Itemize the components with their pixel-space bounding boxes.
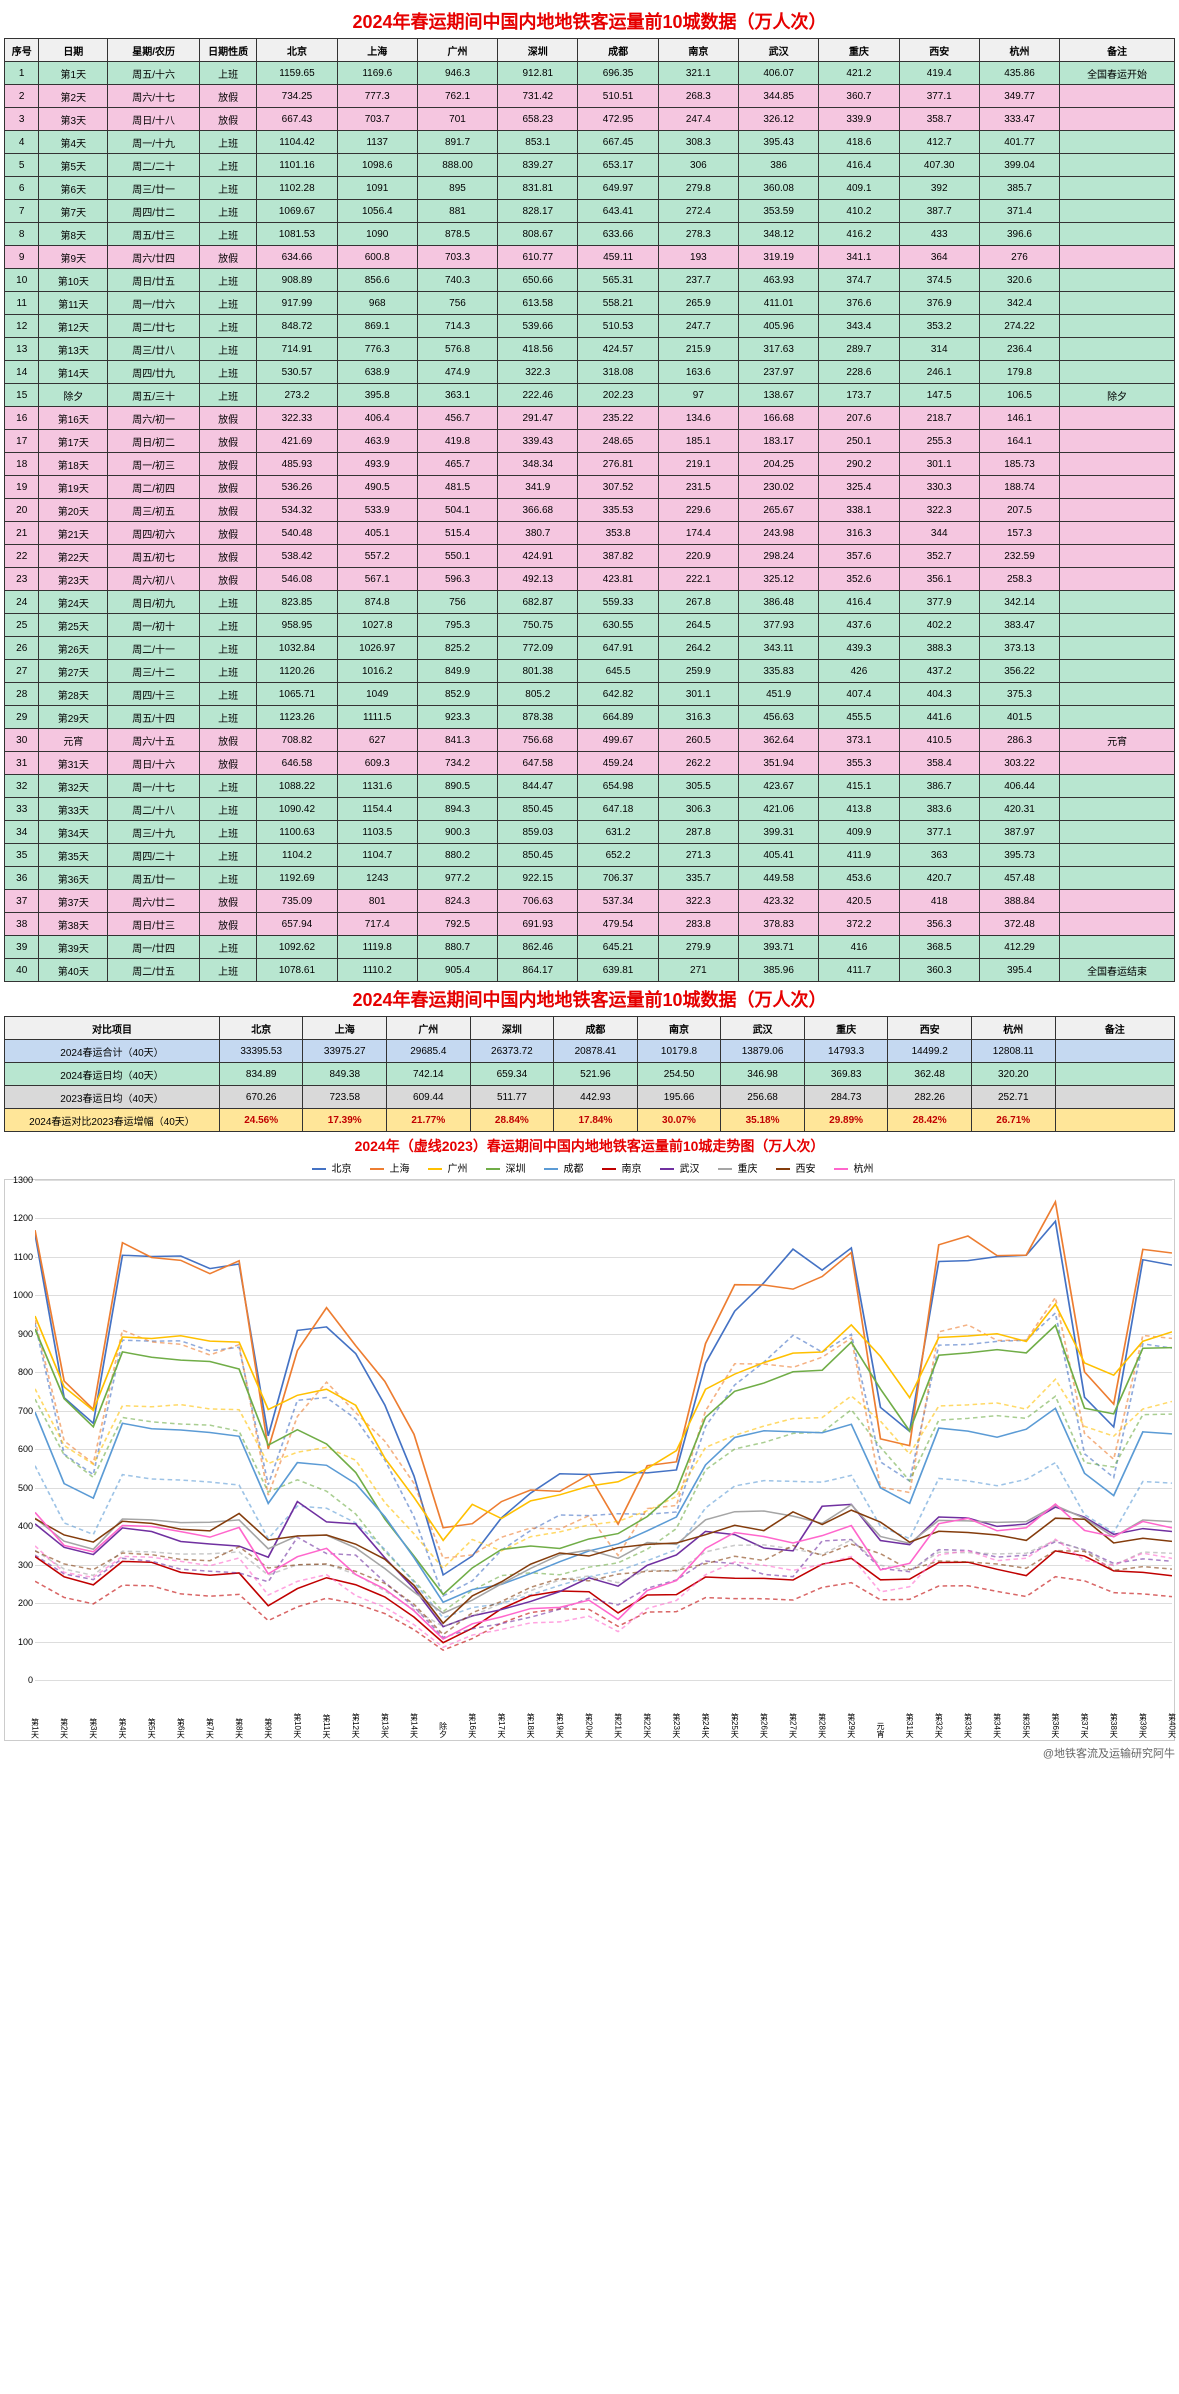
table-row: 13第13天周三/廿八上班714.91776.3576.8418.56424.5…: [5, 338, 1175, 361]
table-row: 17第17天周日/初二放假421.69463.9419.8339.43248.6…: [5, 430, 1175, 453]
col-header: 序号: [5, 39, 39, 62]
table-row: 2第2天周六/十七放假734.25777.3762.1731.42510.512…: [5, 85, 1175, 108]
col-header: 武汉: [739, 39, 819, 62]
table-row: 1第1天周五/十六上班1159.651169.6946.3912.81696.3…: [5, 62, 1175, 85]
col-header: 日期性质: [199, 39, 256, 62]
table-row: 19第19天周二/初四放假536.26490.5481.5341.9307.52…: [5, 476, 1175, 499]
table-row: 25第25天周一/初十上班958.951027.8795.3750.75630.…: [5, 614, 1175, 637]
summary-row: 2024春运合计（40天）33395.5333975.2729685.42637…: [5, 1040, 1175, 1063]
table-row: 8第8天周五/廿三上班1081.531090878.5808.67633.662…: [5, 223, 1175, 246]
table-row: 9第9天周六/廿四放假634.66600.8703.3610.77459.111…: [5, 246, 1175, 269]
table-row: 20第20天周三/初五放假534.32533.9504.1366.68335.5…: [5, 499, 1175, 522]
footer-credit: @地铁客流及运输研究阿牛: [4, 1745, 1175, 1761]
table-row: 14第14天周四/廿九上班530.57638.9474.9322.3318.08…: [5, 361, 1175, 384]
table-row: 40第40天周二/廿五上班1078.611110.2905.4864.17639…: [5, 959, 1175, 982]
table-row: 35第35天周四/二十上班1104.21104.7880.2850.45652.…: [5, 844, 1175, 867]
table-row: 22第22天周五/初七放假538.42557.2550.1424.91387.8…: [5, 545, 1175, 568]
table-row: 37第37天周六/廿二放假735.09801824.3706.63537.343…: [5, 890, 1175, 913]
table-row: 26第26天周二/十一上班1032.841026.97825.2772.0964…: [5, 637, 1175, 660]
table-row: 15除夕周五/三十上班273.2395.8363.1222.46202.2397…: [5, 384, 1175, 407]
col-header: 南京: [658, 39, 738, 62]
table-row: 24第24天周日/初九上班823.85874.8756682.87559.332…: [5, 591, 1175, 614]
table-row: 5第5天周二/二十上班1101.161098.6888.00839.27653.…: [5, 154, 1175, 177]
table-row: 11第11天周一/廿六上班917.99968756613.58558.21265…: [5, 292, 1175, 315]
summary-table: 对比项目北京上海广州深圳成都南京武汉重庆西安杭州备注 2024春运合计（40天）…: [4, 1016, 1175, 1132]
summary-title: 2024年春运期间中国内地地铁客运量前10城数据（万人次）: [4, 986, 1175, 1012]
summary-row: 2024春运对比2023春运增幅（40天）24.56%17.39%21.77%2…: [5, 1109, 1175, 1132]
table-row: 29第29天周五/十四上班1123.261111.5923.3878.38664…: [5, 706, 1175, 729]
col-header: 上海: [337, 39, 417, 62]
col-header: 杭州: [979, 39, 1059, 62]
chart-legend: 北京上海广州深圳成都南京武汉重庆西安杭州: [4, 1160, 1175, 1175]
col-header: 深圳: [498, 39, 578, 62]
col-header: 星期/农历: [108, 39, 200, 62]
summary-row: 2023春运日均（40天）670.26723.58609.44511.77442…: [5, 1086, 1175, 1109]
col-header: 广州: [417, 39, 497, 62]
table-row: 32第32天周一/十七上班1088.221131.6890.5844.47654…: [5, 775, 1175, 798]
col-header: 日期: [39, 39, 108, 62]
table-row: 16第16天周六/初一放假322.33406.4456.7291.47235.2…: [5, 407, 1175, 430]
line-chart: 0100200300400500600700800900100011001200…: [4, 1179, 1175, 1741]
col-header: 备注: [1060, 39, 1175, 62]
col-header: 西安: [899, 39, 979, 62]
table-row: 38第38天周日/廿三放假657.94717.4792.5691.93479.5…: [5, 913, 1175, 936]
table-row: 34第34天周三/十九上班1100.631103.5900.3859.03631…: [5, 821, 1175, 844]
table-row: 12第12天周二/廿七上班848.72869.1714.3539.66510.5…: [5, 315, 1175, 338]
table-row: 39第39天周一/廿四上班1092.621119.8880.7862.46645…: [5, 936, 1175, 959]
table-row: 30元宵周六/十五放假708.82627841.3756.68499.67260…: [5, 729, 1175, 752]
col-header: 重庆: [819, 39, 899, 62]
table-row: 23第23天周六/初八放假546.08567.1596.3492.13423.8…: [5, 568, 1175, 591]
table-row: 36第36天周五/廿一上班1192.691243977.2922.15706.3…: [5, 867, 1175, 890]
table-row: 6第6天周三/廿一上班1102.281091895831.81649.97279…: [5, 177, 1175, 200]
col-header: 成都: [578, 39, 658, 62]
summary-row: 2024春运日均（40天）834.89849.38742.14659.34521…: [5, 1063, 1175, 1086]
table-row: 21第21天周四/初六放假540.48405.1515.4380.7353.81…: [5, 522, 1175, 545]
table-row: 33第33天周二/十八上班1090.421154.4894.3850.45647…: [5, 798, 1175, 821]
table-row: 4第4天周一/十九上班1104.421137891.7853.1667.4530…: [5, 131, 1175, 154]
table-row: 31第31天周日/十六放假646.58609.3734.2647.58459.2…: [5, 752, 1175, 775]
main-title: 2024年春运期间中国内地地铁客运量前10城数据（万人次）: [4, 8, 1175, 34]
table-row: 18第18天周一/初三放假485.93493.9465.7348.34276.8…: [5, 453, 1175, 476]
chart-title: 2024年（虚线2023）春运期间中国内地地铁客运量前10城走势图（万人次）: [4, 1136, 1175, 1156]
table-row: 3第3天周日/十八放假667.43703.7701658.23472.95247…: [5, 108, 1175, 131]
col-header: 北京: [257, 39, 337, 62]
table-row: 10第10天周日/廿五上班908.89856.6740.3650.66565.3…: [5, 269, 1175, 292]
data-table: 序号日期星期/农历日期性质北京上海广州深圳成都南京武汉重庆西安杭州备注 1第1天…: [4, 38, 1175, 982]
table-row: 27第27天周三/十二上班1120.261016.2849.9801.38645…: [5, 660, 1175, 683]
table-row: 28第28天周四/十三上班1065.711049852.9805.2642.82…: [5, 683, 1175, 706]
table-row: 7第7天周四/廿二上班1069.671056.4881828.17643.412…: [5, 200, 1175, 223]
